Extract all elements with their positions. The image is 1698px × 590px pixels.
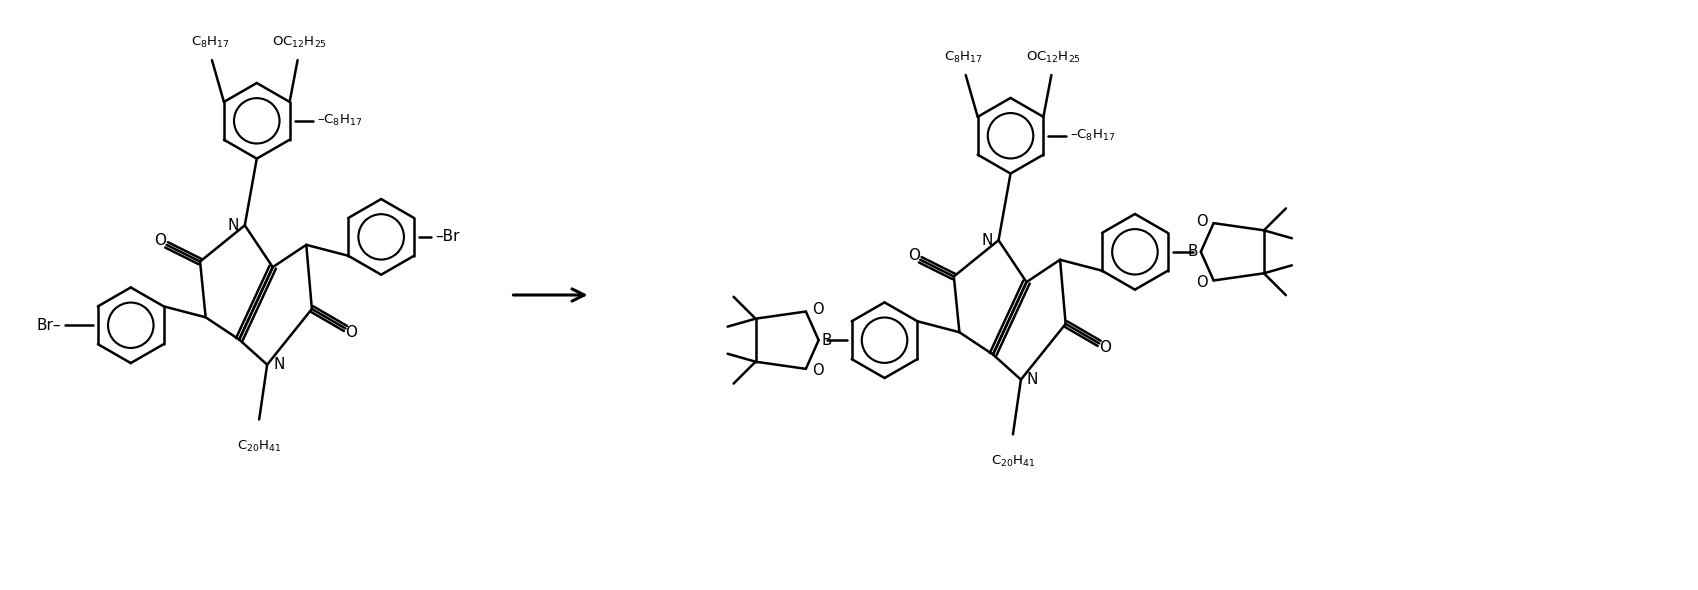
Text: O: O (155, 234, 166, 248)
Text: C$_{20}$H$_{41}$: C$_{20}$H$_{41}$ (236, 440, 282, 454)
Text: C$_8$H$_{17}$: C$_8$H$_{17}$ (190, 35, 229, 50)
Text: N: N (228, 218, 239, 233)
Text: C$_{20}$H$_{41}$: C$_{20}$H$_{41}$ (990, 454, 1034, 470)
Text: B: B (1187, 244, 1197, 259)
Text: N: N (1026, 372, 1037, 387)
Text: O: O (1195, 214, 1207, 229)
Text: O: O (345, 325, 357, 340)
Text: N: N (981, 233, 992, 248)
Text: B: B (820, 333, 832, 348)
Text: O: O (812, 363, 824, 378)
Text: OC$_{12}$H$_{25}$: OC$_{12}$H$_{25}$ (1026, 50, 1080, 65)
Text: O: O (908, 248, 920, 263)
Text: N: N (273, 357, 284, 372)
Text: Br–: Br– (36, 318, 61, 333)
Text: –Br: –Br (435, 230, 458, 244)
Text: C$_8$H$_{17}$: C$_8$H$_{17}$ (944, 50, 983, 65)
Text: OC$_{12}$H$_{25}$: OC$_{12}$H$_{25}$ (272, 35, 328, 50)
Text: –C$_8$H$_{17}$: –C$_8$H$_{17}$ (1070, 128, 1116, 143)
Text: O: O (1195, 275, 1207, 290)
Text: O: O (1099, 340, 1110, 355)
Text: O: O (812, 302, 824, 317)
Text: –C$_8$H$_{17}$: –C$_8$H$_{17}$ (316, 113, 362, 129)
